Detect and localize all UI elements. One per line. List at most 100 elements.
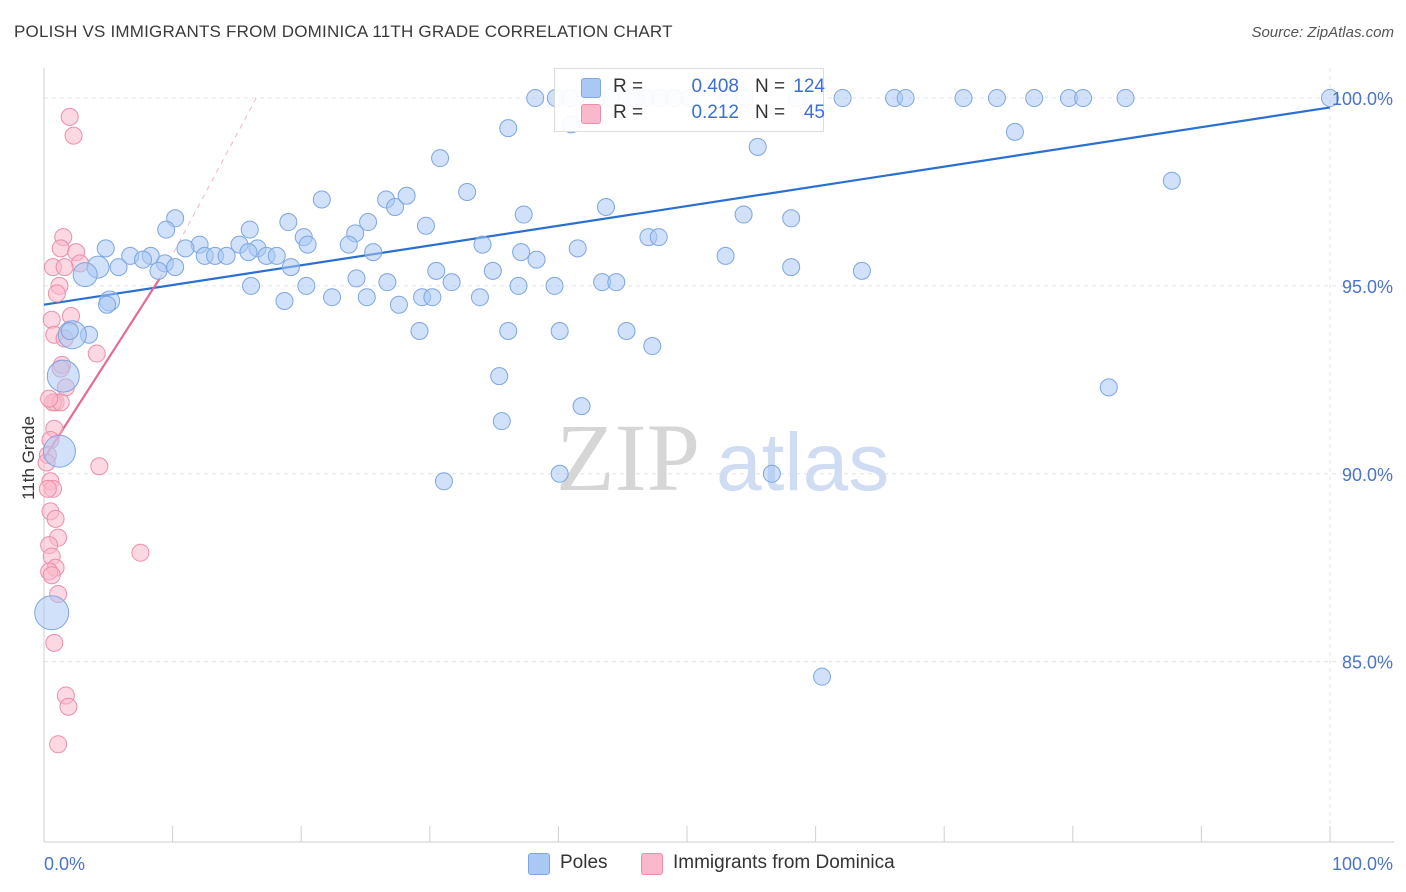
legend-r-value: 0.408 [691, 76, 739, 97]
data-point-poles [109, 258, 128, 277]
trend-lines [43, 97, 1331, 460]
data-point-dominica [42, 566, 61, 585]
data-point-poles [473, 235, 492, 254]
data-point-poles [378, 273, 397, 292]
data-point-poles [134, 250, 153, 269]
data-point-poles [617, 322, 636, 341]
tick-labels: 100.0% 95.0% 90.0% 85.0% 0.0% 100.0% [44, 89, 1393, 874]
x-tick-label: 0.0% [44, 854, 85, 874]
correlation-legend: R = 0.408 N = 124 R = 0.212 N = 45 [554, 68, 825, 132]
data-point-poles [364, 243, 383, 262]
data-point-dominica [60, 107, 79, 126]
data-point-poles [98, 295, 117, 314]
data-point-poles [954, 89, 973, 108]
data-point-poles [166, 258, 185, 277]
legend-r-label: R = [613, 102, 644, 123]
data-point-poles [149, 261, 168, 280]
data-point-poles [42, 434, 76, 468]
data-point-poles [649, 228, 668, 247]
data-point-poles [434, 472, 453, 491]
legend-swatch-dominica [641, 853, 663, 875]
data-point-poles [34, 595, 70, 631]
trend-line-dominica [43, 277, 161, 460]
data-point-poles [323, 288, 342, 307]
data-point-poles [499, 322, 518, 341]
data-point-poles [607, 273, 626, 292]
data-point-poles [157, 220, 176, 239]
data-point-poles [572, 397, 591, 416]
data-point-poles [782, 258, 801, 277]
data-point-poles [239, 243, 258, 262]
data-point-poles [509, 276, 528, 295]
legend-swatch-poles [581, 78, 601, 98]
data-point-poles [833, 89, 852, 108]
data-point-poles [490, 367, 509, 386]
legend-swatch-poles [528, 853, 550, 875]
data-point-poles [410, 322, 429, 341]
legend-label-poles: Poles [560, 852, 608, 873]
data-point-dominica [47, 284, 66, 303]
data-point-poles [1116, 89, 1135, 108]
data-point-poles [1162, 171, 1181, 190]
data-point-poles [96, 239, 115, 258]
legend-n-label: N = [755, 76, 786, 97]
data-point-poles [545, 276, 564, 295]
data-point-poles [240, 220, 259, 239]
y-tick-label: 95.0% [1342, 277, 1393, 297]
data-point-poles [275, 291, 294, 310]
legend-n-value: 124 [793, 76, 825, 97]
points-immigrants-from-dominica [37, 107, 150, 754]
data-point-poles [492, 412, 511, 431]
data-point-poles [550, 464, 569, 483]
data-point-poles [397, 186, 416, 205]
y-tick-label: 85.0% [1342, 653, 1393, 673]
data-point-poles [896, 89, 915, 108]
data-point-poles [568, 239, 587, 258]
data-point-poles [427, 261, 446, 280]
data-point-poles [298, 235, 317, 254]
data-point-poles [470, 288, 489, 307]
data-point-dominica [90, 457, 109, 476]
data-point-poles [987, 89, 1006, 108]
data-point-poles [643, 337, 662, 356]
data-point-poles [72, 262, 98, 288]
legend-n-label: N = [755, 102, 786, 123]
data-point-dominica [46, 509, 65, 528]
data-point-poles [1005, 122, 1024, 141]
y-axis-label: 11th Grade [19, 416, 38, 500]
data-point-dominica [64, 126, 83, 145]
data-point-poles [359, 213, 378, 232]
watermark: ZIP atlas [556, 404, 889, 511]
data-point-poles [281, 258, 300, 277]
data-point-poles [527, 250, 546, 269]
data-point-poles [483, 261, 502, 280]
y-tick-label: 100.0% [1332, 89, 1393, 109]
points-poles [34, 89, 1339, 686]
data-point-dominica [38, 479, 57, 498]
chart-title: POLISH VS IMMIGRANTS FROM DOMINICA 11TH … [14, 22, 673, 41]
data-point-poles [550, 322, 569, 341]
data-point-dominica [40, 389, 59, 408]
data-point-poles [386, 198, 405, 217]
data-point-poles [423, 288, 442, 307]
legend-n-value: 45 [803, 102, 825, 123]
data-point-poles [852, 261, 871, 280]
watermark-atlas: atlas [716, 417, 889, 508]
data-point-poles [499, 119, 518, 138]
data-point-poles [431, 149, 450, 168]
data-point-dominica [87, 344, 106, 363]
data-point-poles [60, 322, 79, 341]
trend-line-poles [43, 106, 1331, 306]
data-point-poles [347, 269, 366, 288]
data-point-dominica [49, 735, 68, 754]
trend-extension-dominica [159, 97, 257, 279]
legend-swatch-dominica [581, 104, 601, 124]
y-tick-label: 90.0% [1342, 465, 1393, 485]
data-point-dominica [51, 239, 70, 258]
data-point-poles [389, 295, 408, 314]
data-point-poles [512, 243, 531, 262]
data-point-dominica [45, 633, 64, 652]
data-point-poles [458, 182, 477, 201]
series-legend: Poles Immigrants from Dominica [0, 852, 1406, 876]
